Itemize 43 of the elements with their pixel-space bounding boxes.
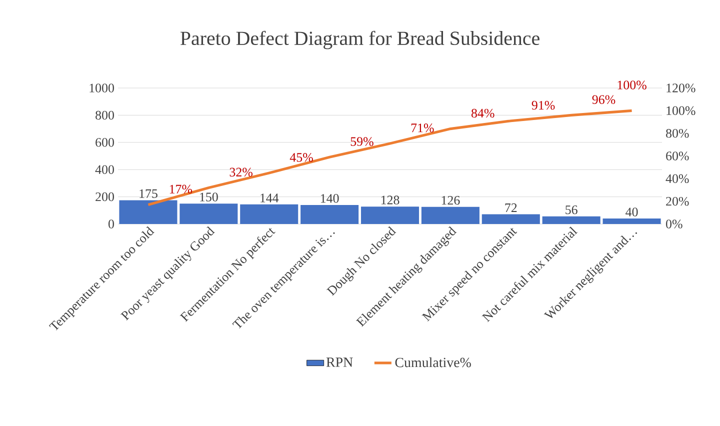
bar (240, 204, 298, 224)
data-label: 91% (532, 100, 555, 110)
bar (542, 216, 600, 224)
data-label: 40 (626, 208, 638, 216)
y2-tick-label: 80% (666, 128, 689, 138)
y2-tick-label: 40% (666, 174, 689, 184)
bar (360, 206, 420, 224)
y2-tick-label: 120% (666, 84, 696, 92)
y2-tick-label: 0% (666, 220, 682, 228)
data-label: 144 (260, 194, 279, 202)
data-label: 126 (442, 196, 460, 205)
y2-tick-label: 60% (666, 152, 689, 160)
bar (421, 206, 480, 224)
data-label: 72 (505, 203, 517, 212)
bar (119, 200, 178, 224)
data-label: 84% (471, 108, 494, 118)
legend-label: RPN (326, 358, 353, 367)
data-label: 150 (200, 192, 218, 202)
data-label: 59% (350, 137, 374, 146)
y-tick-label: 400 (95, 165, 114, 174)
y-tick-label: 800 (96, 110, 114, 120)
y-tick-label: 200 (96, 192, 114, 202)
data-label: 32% (230, 168, 253, 177)
y-tick-label: 1000 (90, 84, 114, 92)
y2-tick-label: 100% (666, 106, 696, 116)
data-label: 17% (170, 184, 192, 194)
data-label: 175 (140, 189, 158, 198)
data-label: 100% (618, 80, 646, 90)
y-tick-label: 0 (108, 220, 114, 228)
data-label: 56 (566, 205, 578, 214)
data-label: 45% (290, 153, 313, 162)
legend-label: Cumulative% (395, 357, 471, 368)
data-label: 140 (320, 194, 339, 203)
data-label: 128 (381, 196, 400, 204)
bar (180, 204, 238, 224)
data-label: 71% (411, 124, 434, 132)
y2-tick-label: 20% (666, 196, 689, 206)
bar (300, 204, 359, 224)
bar (602, 218, 661, 224)
y-tick-label: 600 (96, 138, 114, 147)
bar (482, 214, 540, 224)
chart-title: Pareto Defect Diagram for Bread Subsidence (180, 30, 540, 50)
data-label: 96% (592, 95, 616, 104)
